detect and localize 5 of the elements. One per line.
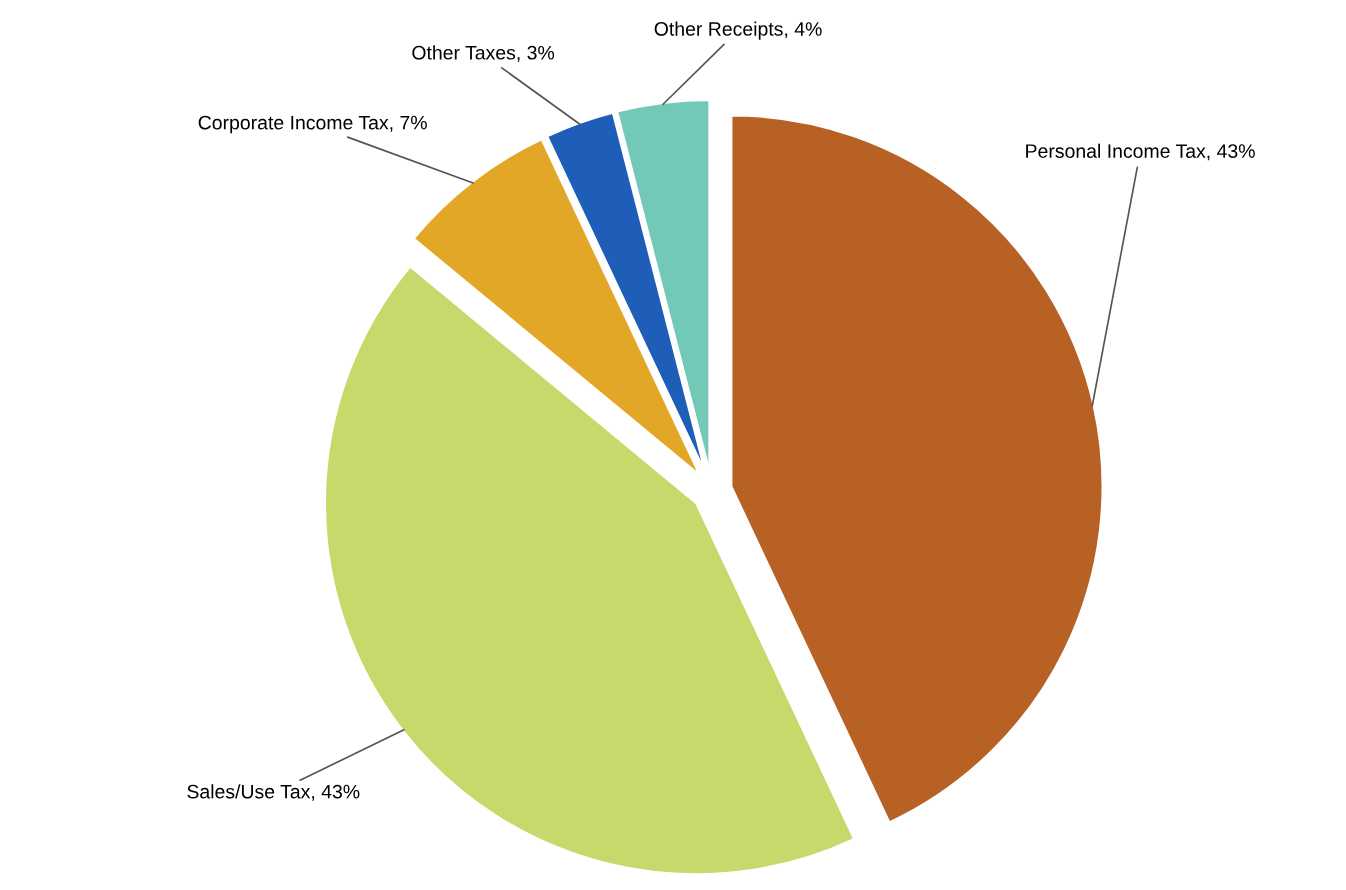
slice-label: Other Taxes, 3% [412,45,555,62]
slice-label: Corporate Income Tax, 7% [198,115,427,134]
slice-label: Sales/Use Tax, 43% [187,784,360,801]
slice-label: Other Receipts, 4% [654,21,822,40]
slice-label: Personal Income Tax, 43% [1026,143,1255,161]
